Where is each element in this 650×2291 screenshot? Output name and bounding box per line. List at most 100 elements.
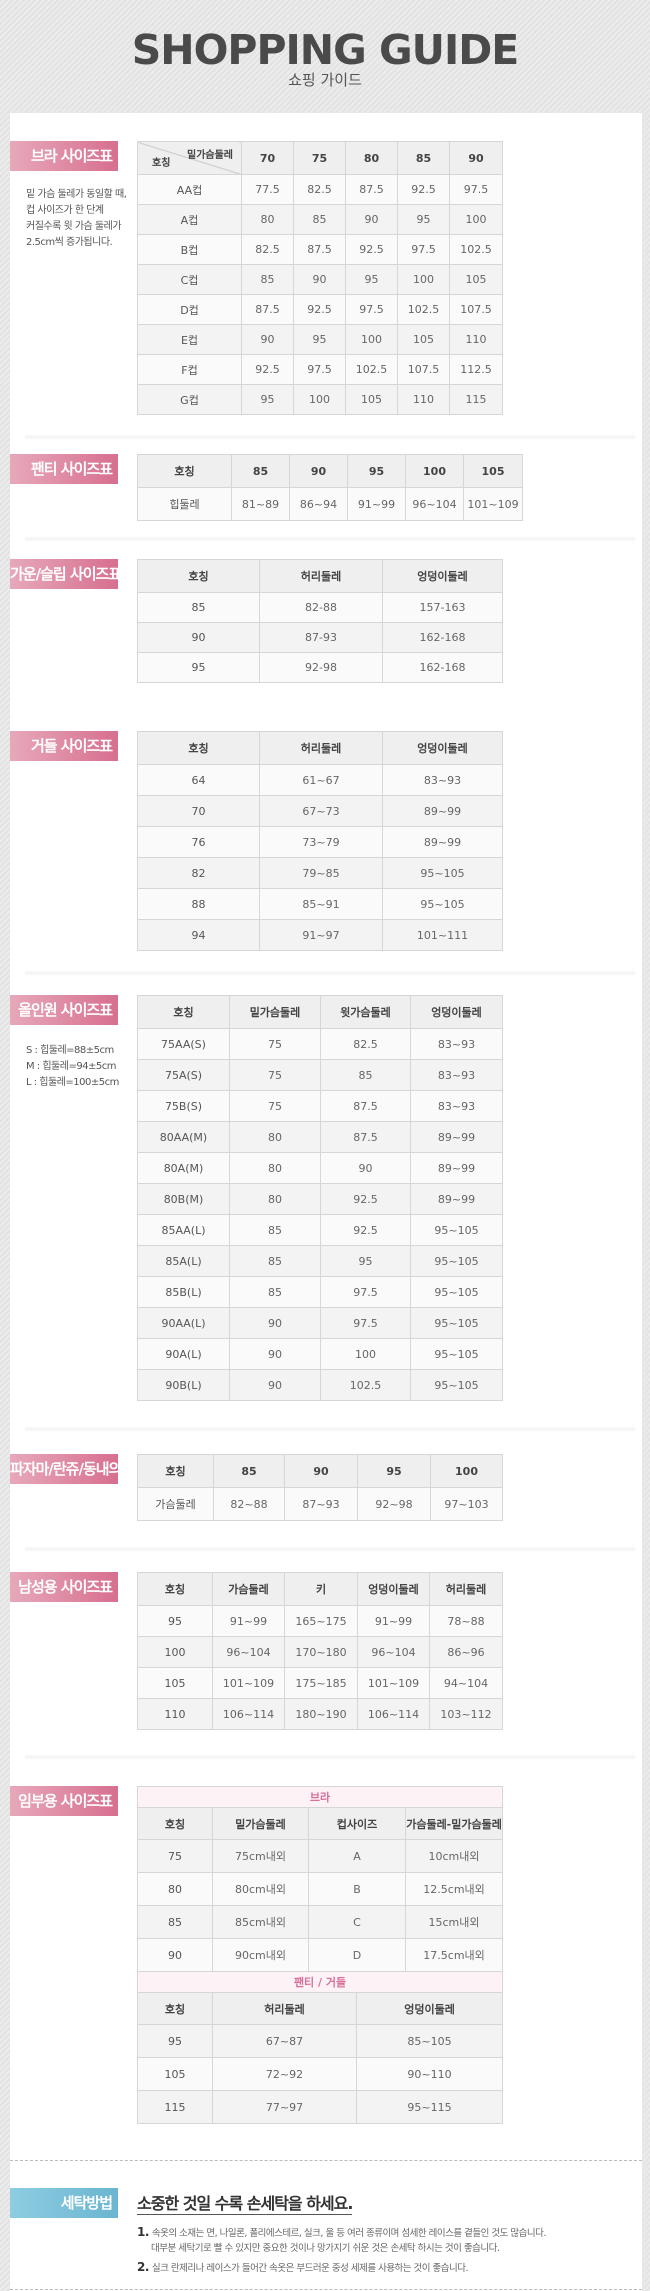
note-line: 밑 가슴 둘레가 동일할 때,	[26, 189, 127, 200]
table-row: 브라	[136, 1786, 504, 1808]
table-cell: 92.5	[320, 1214, 411, 1246]
column-header: 호칭	[137, 559, 260, 593]
table-row: 80A(M) 80 90 89~99	[137, 1152, 503, 1184]
table-row: 105 72~92 90~110	[137, 2057, 504, 2091]
table-row: 95 92-98 162-168	[137, 652, 503, 683]
table-cell: 92.5	[397, 174, 450, 205]
table-cell: 83~93	[382, 764, 503, 796]
pajama-size-label: 파자마/란쥬/동내의	[10, 1454, 122, 1484]
table-row: 85A(L) 85 95 95~105	[137, 1245, 503, 1277]
table-cell: 175~185	[284, 1667, 358, 1699]
table-cell: 95	[137, 2024, 213, 2058]
table-cell: 85B(L)	[137, 1276, 230, 1308]
table-cell: F컵	[137, 354, 242, 385]
column-header: 호칭	[137, 1454, 214, 1488]
table-row: 호칭 85 90 95 100	[137, 1454, 503, 1488]
table-cell: 90	[137, 622, 260, 653]
table-cell: 105	[397, 324, 450, 355]
table-cell: 95	[397, 204, 450, 235]
table-cell: 110	[449, 324, 503, 355]
subtable-title: 브라	[136, 1786, 504, 1808]
table-row: 호칭 밑가슴둘레 윗가슴둘레 엉덩이둘레	[137, 995, 503, 1029]
column-header: 105	[463, 454, 523, 488]
column-header: 엉덩이둘레	[357, 1572, 430, 1606]
table-cell: 95~105	[410, 1338, 503, 1370]
table-cell: 82~88	[213, 1487, 285, 1521]
table-cell: 83~93	[410, 1090, 503, 1122]
table-cell: 165~175	[284, 1605, 358, 1637]
column-header: 엉덩이둘레	[382, 559, 503, 593]
table-cell: 180~190	[284, 1698, 358, 1730]
table-cell: 92.5	[293, 294, 346, 325]
table-cell: 95~105	[410, 1245, 503, 1277]
table-row: 85 85cm내외 C 15cm내외	[137, 1905, 504, 1939]
table-cell: 92.5	[345, 234, 398, 265]
table-cell: 82	[137, 857, 260, 889]
table-cell: 90	[320, 1152, 411, 1184]
table-row: C컵 85 90 95 100 105	[137, 264, 503, 295]
table-cell: 91~99	[212, 1605, 285, 1637]
laundry-label: 세탁방법	[10, 2188, 118, 2218]
laundry-item: 2. 실크 란제리나 레이스가 들어간 속옷은 부드러운 중성 세제를 사용하는 …	[137, 2260, 469, 2276]
table-cell: 85cm내외	[212, 1905, 309, 1939]
table-cell: AA컵	[137, 174, 242, 205]
page-subtitle: 쇼핑 가이드	[288, 71, 362, 89]
table-cell: 95	[137, 1605, 213, 1637]
table-row: AA컵 77.5 82.5 87.5 92.5 97.5	[137, 174, 503, 205]
note-line: L : 힙둘레=100±5cm	[26, 1077, 119, 1088]
laundry-item: 1. 속옷의 소재는 면, 나일론, 폴리에스테르, 실크, 울 등 여러 종류이…	[137, 2225, 546, 2256]
table-cell: 85	[229, 1245, 321, 1277]
table-cell: 91~99	[347, 487, 406, 521]
column-header: 밑가슴둘레	[212, 1807, 309, 1840]
table-cell: 110	[137, 1698, 213, 1730]
table-cell: 82.5	[241, 234, 294, 265]
note-line: S : 힙둘레=88±5cm	[26, 1045, 114, 1056]
table-cell: 97.5	[449, 174, 503, 205]
item-number: 2.	[137, 2260, 149, 2274]
maternity-size-label: 임부용 사이즈표	[10, 1786, 118, 1816]
table-row: 80AA(M) 80 87.5 89~99	[137, 1121, 503, 1153]
allinone-size-table: 호칭 밑가슴둘레 윗가슴둘레 엉덩이둘레 75AA(S) 75 82.5 83~93 75A(S…	[137, 995, 503, 1401]
table-cell: 82-88	[259, 592, 383, 623]
table-cell: 83~93	[410, 1028, 503, 1060]
table-cell: B	[308, 1872, 406, 1906]
gown-size-table: 호칭 허리둘레 엉덩이둘레 85 82-88 157-163 90 87-93 162-168 9…	[137, 559, 503, 683]
table-row: 95 67~87 85~105	[137, 2024, 504, 2058]
table-cell: 15cm내외	[404, 1905, 504, 1939]
table-cell: 75AA(S)	[137, 1028, 230, 1060]
table-cell: 101~109	[357, 1667, 430, 1699]
maternity-size-table: 브라 호칭 밑가슴둘레 컵사이즈 가슴둘레-밑가슴둘레 75 75cm내외 A 10cm내외 80…	[136, 1786, 504, 2124]
table-cell: 107.5	[397, 354, 450, 385]
column-header: 85	[397, 141, 450, 175]
table-cell: 100	[397, 264, 450, 295]
table-cell: 87.5	[241, 294, 294, 325]
table-row: G컵 95 100 105 110 115	[137, 384, 503, 415]
table-cell: 77.5	[241, 174, 294, 205]
table-cell: 92.5	[320, 1183, 411, 1215]
table-cell: 80A(M)	[137, 1152, 230, 1184]
allinone-size-label: 올인원 사이즈표	[10, 995, 118, 1025]
table-cell: 95~105	[410, 1276, 503, 1308]
table-row: 94 91~97 101~111	[137, 919, 503, 951]
table-cell: 96~104	[357, 1636, 430, 1668]
table-cell: 89~99	[410, 1183, 503, 1215]
table-cell: 80	[229, 1121, 321, 1153]
table-cell: 85	[137, 592, 260, 623]
table-cell: 95	[345, 264, 398, 295]
column-header: 90	[449, 141, 503, 175]
table-cell: 85	[320, 1059, 411, 1091]
note-line: 커질수록 윗 가슴 둘레가	[26, 221, 122, 232]
column-header: 가슴둘레	[212, 1572, 285, 1606]
table-cell: 85	[241, 264, 294, 295]
table-cell: 95	[137, 652, 260, 683]
table-cell: 106~114	[357, 1698, 430, 1730]
table-cell: 80B(M)	[137, 1183, 230, 1215]
table-cell: 95	[320, 1245, 411, 1277]
table-cell: 87.5	[320, 1090, 411, 1122]
column-header: 엉덩이둘레	[355, 1992, 504, 2025]
table-row: 85 82-88 157-163	[137, 592, 503, 623]
table-row: 115 77~97 95~115	[137, 2090, 504, 2124]
column-header: 허리둘레	[259, 559, 383, 593]
page-header: SHOPPING GUIDE 쇼핑 가이드	[0, 0, 650, 113]
table-cell: 100	[293, 384, 346, 415]
